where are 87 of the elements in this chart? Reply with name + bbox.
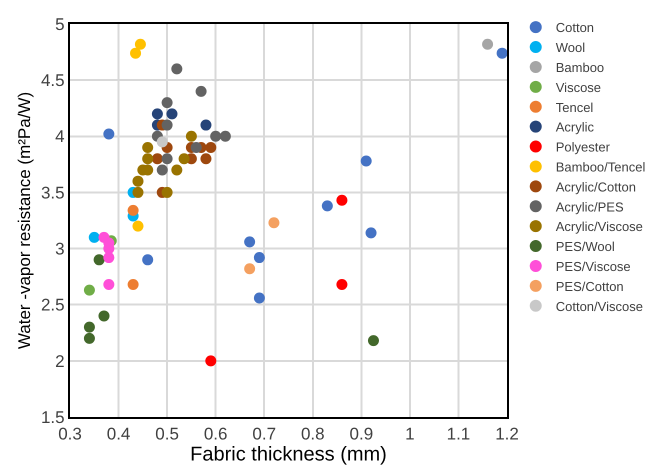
point (84, 284, 95, 296)
point (142, 254, 154, 266)
legend-label: PES/Cotton (556, 278, 624, 294)
point (152, 108, 163, 120)
legend-label: PES/Viscose (556, 259, 631, 274)
legend-label: Cotton/Viscose (556, 298, 643, 314)
point (142, 142, 154, 154)
x-tick-label: 1 (405, 424, 415, 444)
point (166, 108, 178, 120)
legend-label: Wool (556, 40, 586, 56)
point (244, 263, 256, 274)
point (254, 292, 265, 304)
point (142, 153, 154, 164)
y-tick-label: 5 (55, 14, 65, 34)
point (134, 38, 146, 50)
legend-label: Acrylic (556, 120, 595, 135)
point (156, 136, 168, 148)
point (162, 97, 173, 108)
point (220, 130, 231, 142)
legend-label: Viscose (556, 80, 602, 95)
legend-label: Acrylic/Cotton (556, 179, 636, 194)
point (322, 200, 333, 212)
legend-label: Polyester (556, 140, 611, 155)
y-tick-label: 1.5 (40, 408, 65, 427)
y-tick-label: 3 (55, 240, 65, 259)
point (196, 86, 207, 97)
y-tick-label: 2 (55, 352, 65, 371)
x-tick-label: 0.4 (106, 424, 130, 444)
point (103, 128, 114, 140)
legend-label: PES/Wool (556, 239, 615, 254)
point (368, 335, 379, 346)
point (482, 38, 494, 50)
point (336, 194, 348, 206)
point (496, 48, 507, 59)
x-tick-label: 0.6 (204, 424, 228, 444)
point (103, 252, 114, 264)
legend-label: Cotton (556, 20, 594, 36)
point (171, 164, 182, 176)
point (132, 220, 144, 232)
point (94, 254, 105, 266)
point (84, 322, 95, 333)
y-tick-label: 3.5 (40, 183, 65, 202)
point (98, 310, 110, 322)
legend-label: Acrylic/Viscose (556, 219, 643, 234)
x-tick-label: 0.9 (350, 424, 374, 444)
x-tick-label: 0.3 (58, 424, 82, 444)
legend-label: Bamboo/Tencel (556, 160, 646, 175)
point (130, 48, 142, 59)
x-tick-label: 0.7 (252, 424, 276, 444)
y-tick-label: 4 (55, 127, 65, 146)
point (128, 204, 139, 216)
point (336, 279, 348, 290)
point (244, 236, 256, 248)
point (268, 217, 280, 228)
point (360, 155, 372, 166)
point (88, 232, 100, 243)
point (186, 130, 197, 142)
legend-label: Bamboo (556, 60, 604, 76)
x-tick-label: 0.5 (155, 424, 179, 444)
point (205, 142, 216, 154)
point (205, 355, 216, 366)
point (200, 153, 212, 164)
point (103, 279, 114, 290)
x-tick-label: 0.8 (300, 424, 325, 444)
x-axis-title: Fabric thickness (mm) (190, 443, 387, 466)
point (171, 63, 182, 74)
point (132, 186, 144, 198)
point (84, 332, 95, 344)
y-tick-label: 2.5 (40, 296, 65, 315)
point (162, 120, 173, 131)
point (132, 176, 144, 187)
x-tick-label: 1.2 (495, 424, 519, 444)
point (190, 142, 202, 154)
legend-label: Tencel (556, 100, 594, 115)
x-tick-label: 1.1 (446, 424, 470, 444)
legend-label: Acrylic/PES (556, 199, 624, 214)
point (254, 252, 265, 264)
y-tick-label: 4.5 (40, 71, 65, 90)
point (178, 153, 190, 164)
point (162, 153, 173, 164)
y-axis-title: Water -vapor resistance (m²Pa/W) (15, 92, 34, 350)
point (200, 120, 212, 131)
point (366, 227, 377, 238)
point (162, 186, 173, 198)
point (128, 279, 139, 290)
point (156, 164, 168, 176)
point (210, 130, 222, 142)
